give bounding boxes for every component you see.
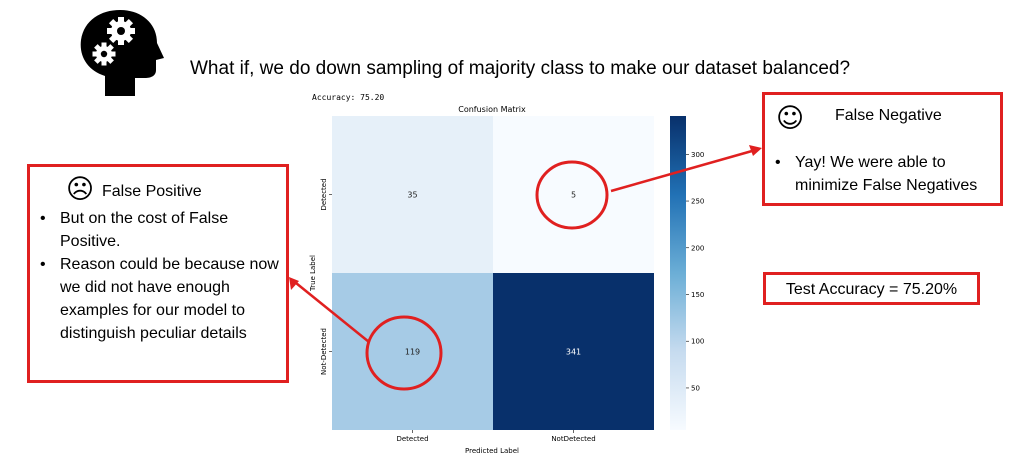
annotations (289, 145, 762, 391)
false-positive-arrow (295, 282, 370, 343)
cell-value-label: 5 (571, 191, 576, 200)
cell-value-label: 35 (407, 191, 417, 200)
heatmap-cell (332, 273, 493, 430)
false-positive-callout: ☹ False Positive But on the cost of Fals… (27, 164, 289, 383)
colorbar-tick-label: 300 (691, 151, 704, 159)
colorbar-tick-label: 250 (691, 198, 704, 206)
colorbar-tick-label: 150 (691, 291, 704, 299)
list-item: Reason could be because now we did not h… (34, 253, 282, 345)
y-tick-label: Not-Detected (320, 328, 328, 375)
x-tick-label: Detected (396, 435, 428, 443)
colorbar-tick-label: 100 (691, 338, 704, 346)
brain-gears-icon (75, 10, 165, 96)
x-tick-label: NotDetected (551, 435, 595, 443)
false-positive-title: False Positive (102, 183, 202, 200)
false-negative-title: False Negative (835, 107, 942, 124)
x-axis-label: Predicted Label (465, 447, 519, 455)
colorbar (670, 116, 686, 430)
heatmap-cell (332, 116, 493, 273)
heatmap-cell (493, 273, 654, 430)
cell-value-label: 341 (566, 348, 581, 357)
chart-title: Confusion Matrix (458, 105, 526, 114)
false-negative-circle (535, 160, 609, 230)
false-positive-circle (365, 315, 443, 391)
smiling-face-icon: ☺ (776, 103, 805, 134)
test-accuracy-text: Test Accuracy = 75.20% (785, 281, 958, 298)
false-negative-arrowhead (749, 145, 762, 156)
headline-question: What if, we do down sampling of majority… (190, 58, 851, 79)
frowning-face-icon: ☹ (66, 174, 95, 205)
accuracy-printout: Accuracy: 75.20 (312, 93, 385, 102)
colorbar-tick-label: 50 (691, 384, 700, 392)
list-item: Yay! We were able to minimize False Nega… (769, 151, 995, 197)
y-tick-label: Detected (320, 178, 328, 210)
false-negative-callout: ☺ False Negative Yay! We were able to mi… (762, 92, 1003, 206)
heatmap-cell (493, 116, 654, 273)
false-negative-bullets: Yay! We were able to minimize False Nega… (769, 151, 995, 197)
false-negative-arrow (610, 149, 753, 193)
colorbar-tick-label: 200 (691, 244, 704, 252)
cell-value-label: 119 (405, 348, 420, 357)
false-positive-bullets: But on the cost of False Positive. Reaso… (34, 207, 282, 345)
test-accuracy-box: Test Accuracy = 75.20% (763, 272, 980, 305)
false-positive-arrowhead (289, 277, 299, 290)
list-item: But on the cost of False Positive. (34, 207, 282, 253)
y-axis-label: True Label (309, 255, 317, 292)
